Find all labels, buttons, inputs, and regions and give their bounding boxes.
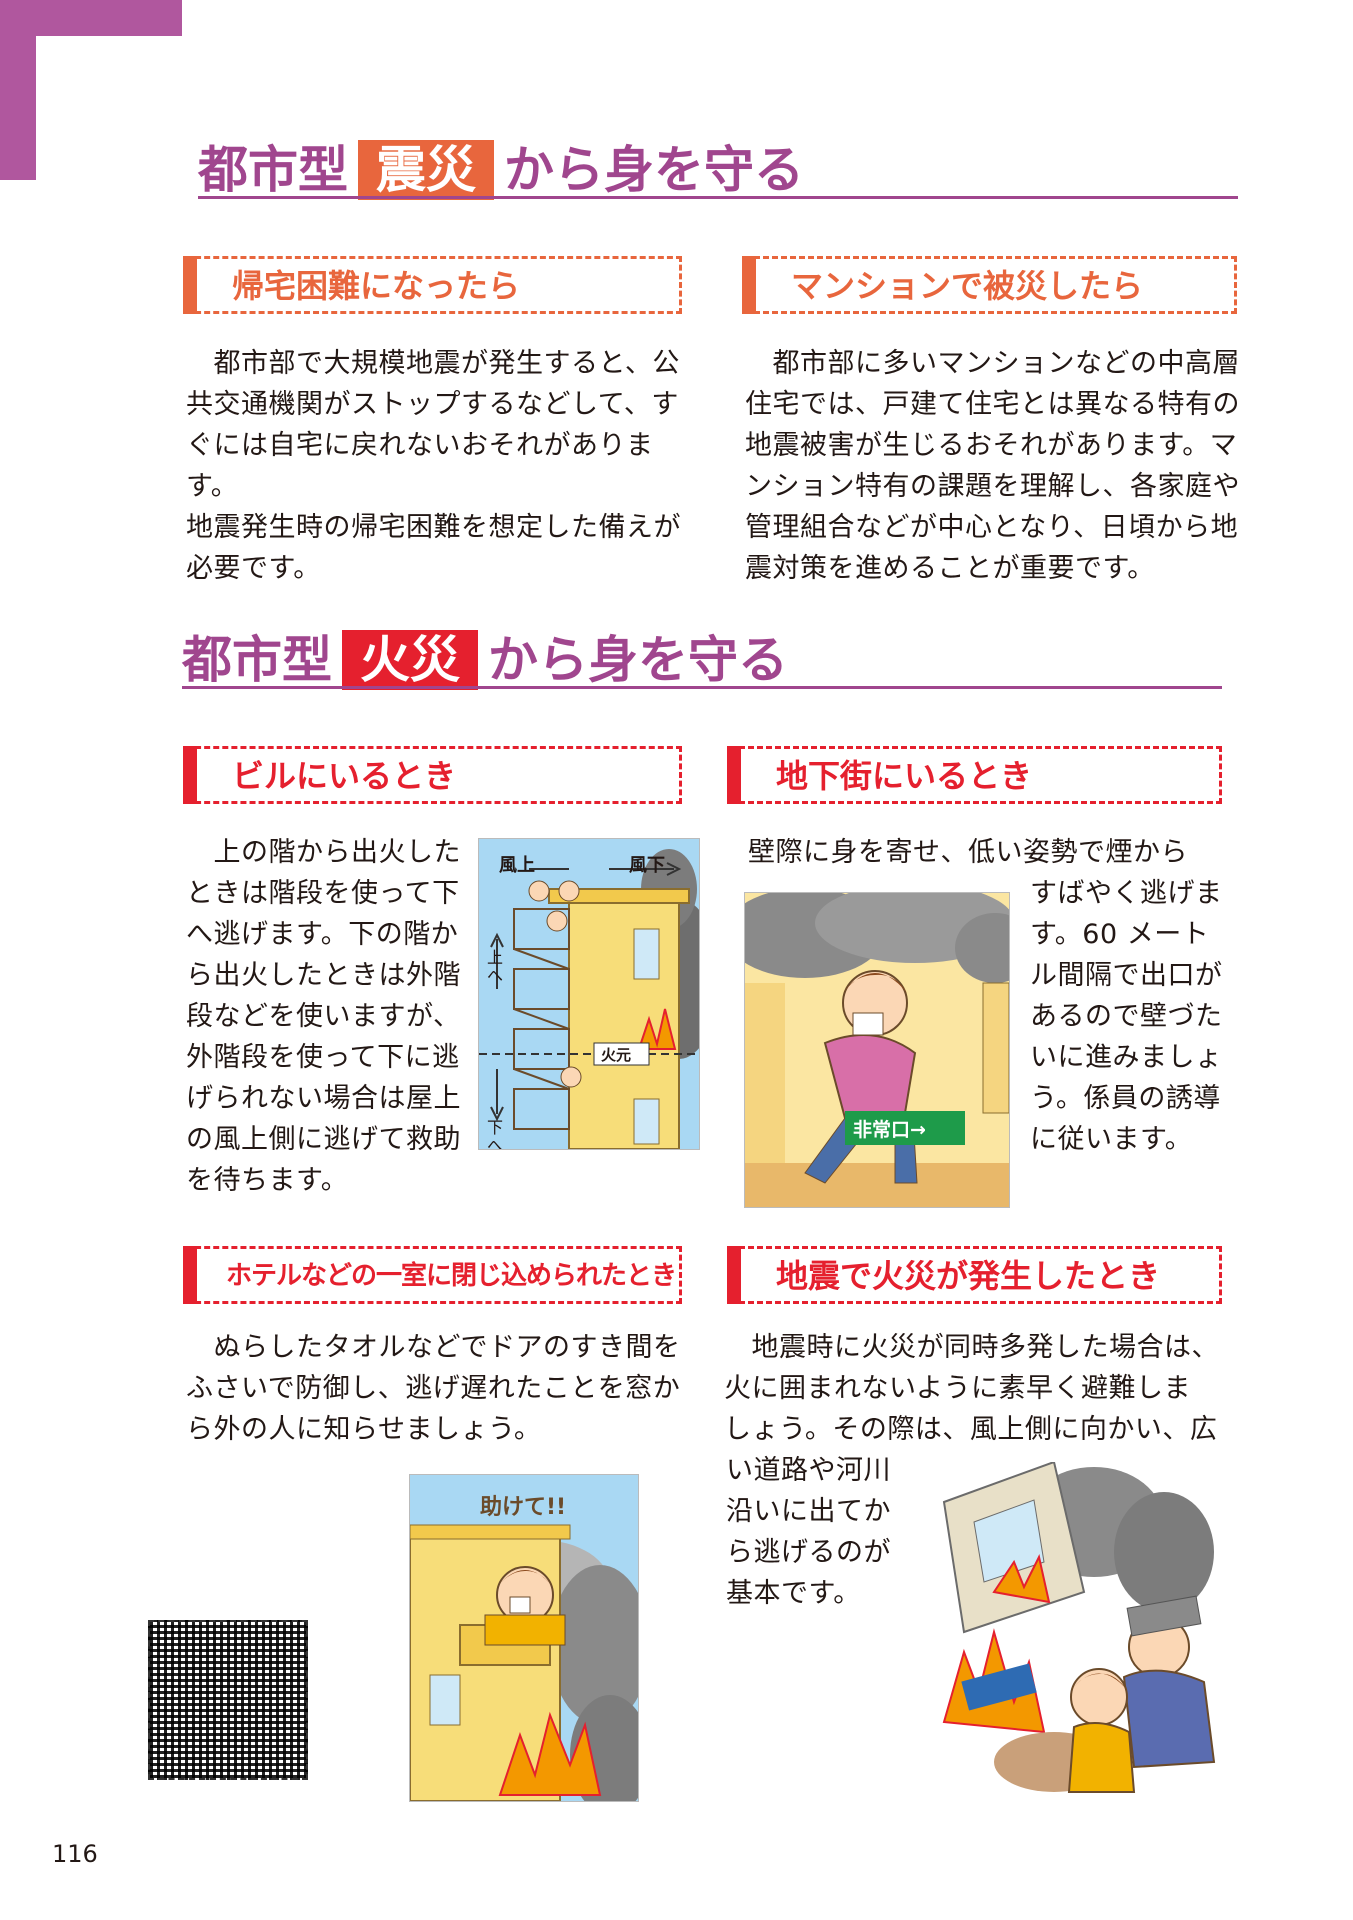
subheading-text: 帰宅困難になったら — [232, 267, 521, 305]
subheading-text: 地下街にいるとき — [776, 757, 1033, 795]
quake-fire-evacuation-illustration — [934, 1460, 1230, 1802]
text-line: ら外の人に知らせましょう。 — [186, 1414, 542, 1445]
text-line: 上の階から出火した — [186, 837, 461, 868]
text-line: あるので壁づた — [1030, 1001, 1223, 1032]
subheading-bar — [727, 746, 741, 804]
corner-mark-left — [0, 0, 36, 180]
text-line: すばやく逃げま — [1030, 878, 1223, 909]
text-line: げられない場合は屋上 — [186, 1083, 461, 1114]
section-title-highlight: 火災 — [342, 630, 478, 690]
text-line: 沿いに出てか — [726, 1496, 891, 1527]
subheading-text: ビルにいるとき — [232, 757, 457, 795]
subheading-bar — [727, 1246, 741, 1304]
underground-escape-illustration: 非常口→ — [744, 892, 1010, 1208]
text-line: う。係員の誘導 — [1030, 1083, 1221, 1114]
text-line: 地震被害が生じるおそれがあります。マ — [745, 430, 1238, 461]
text-mansion: 都市部に多いマンションなどの中高層 住宅では、戸建て住宅とは異なる特有の 地震被… — [745, 343, 1245, 589]
section-underline — [198, 196, 1238, 199]
text-line: 火に囲まれないように素早く避難しま — [724, 1373, 1191, 1404]
text-line: ぬらしたタオルなどでドアのすき間を — [186, 1332, 681, 1363]
text-line: いに進みましょ — [1030, 1042, 1223, 1073]
quake-fire-illustration-graphic — [942, 1460, 1216, 1793]
text-line: 管理組合などが中心となり、日頃から地 — [745, 512, 1239, 543]
subheading-bar — [183, 746, 197, 804]
page-number: 116 — [52, 1840, 98, 1868]
hotel-illustration-graphic — [410, 1524, 638, 1801]
text-line: 壁際に身を寄せ、低い姿勢で煙から — [748, 837, 1188, 868]
underground-illustration-graphic — [745, 893, 1009, 1207]
text-line: へ逃げます。下の階か — [186, 919, 459, 950]
windward-label: 風上 — [499, 855, 535, 876]
text-line: ぐには自宅に戻れないおそれがあります。 — [186, 430, 654, 502]
text-line: 住宅では、戸建て住宅とは異なる特有の — [745, 389, 1240, 420]
exit-sign-label: 非常口→ — [853, 1119, 926, 1141]
down-label: 下へ — [487, 1118, 504, 1150]
subheading-quake-fire: 地震で火災が発生したとき — [727, 1246, 1222, 1304]
section-title-quake: 都市型 震災 から身を守る — [198, 140, 804, 200]
text-line: 共交通機関がストップするなどして、す — [186, 389, 679, 420]
text-line: 必要です。 — [186, 553, 321, 584]
text-line: の風上側に逃げて救助 — [186, 1124, 461, 1155]
hotel-trapped-illustration: 助けて!! — [409, 1474, 639, 1802]
text-line: 外階段を使って下に逃 — [186, 1042, 460, 1073]
text-building: 上の階から出火した ときは階段を使って下 へ逃げます。下の階か ら出火したときは… — [186, 832, 476, 1201]
text-line: い道路や河川 — [726, 1455, 891, 1486]
subheading-bar — [183, 1246, 197, 1304]
subheading-underground: 地下街にいるとき — [727, 746, 1222, 804]
text-hotel: ぬらしたタオルなどでドアのすき間を ふさいで防御し、逃げ遅れたことを窓か ら外の… — [186, 1327, 696, 1450]
subheading-text: ホテルなどの一室に閉じ込められたとき — [226, 1261, 677, 1291]
section-underline — [182, 686, 1222, 689]
text-line: を待ちます。 — [186, 1165, 349, 1196]
section-title-suffix: から身を守る — [488, 631, 788, 689]
section-title-fire: 都市型 火災 から身を守る — [182, 630, 788, 690]
text-line: ル間隔で出口が — [1030, 960, 1223, 991]
section-title-suffix: から身を守る — [504, 141, 804, 199]
text-line: 震対策を進めることが重要です。 — [745, 553, 1155, 584]
help-callout: 助けて!! — [480, 1495, 567, 1520]
text-line: ンション特有の課題を理解し、各家庭や — [745, 471, 1240, 502]
fire-origin-label: 火元 — [601, 1046, 632, 1064]
section-title-prefix: 都市型 — [198, 141, 348, 199]
text-line: ら出火したときは外階 — [186, 960, 461, 991]
subheading-commute: 帰宅困難になったら — [183, 256, 682, 314]
subheading-mansion: マンションで被災したら — [742, 256, 1237, 314]
building-fire-illustration: 風上 風下 上へ 下へ 火元 — [478, 838, 700, 1150]
text-commute: 都市部で大規模地震が発生すると、公 共交通機関がストップするなどして、す ぐには… — [186, 343, 696, 589]
text-line: 地震発生時の帰宅困難を想定した備えが — [186, 512, 681, 543]
text-quake-fire-top: 地震時に火災が同時多発した場合は、 火に囲まれないように素早く避難しま しょう。… — [724, 1327, 1234, 1450]
text-line: 都市部に多いマンションなどの中高層 — [745, 348, 1240, 379]
building-illustration-graphic — [479, 849, 699, 1149]
subheading-text: 地震で火災が発生したとき — [776, 1257, 1161, 1295]
text-line: 基本です。 — [726, 1578, 861, 1609]
text-line: ら逃げるのが — [726, 1537, 891, 1568]
text-line: しょう。その際は、風上側に向かい、広 — [724, 1414, 1218, 1445]
subheading-text: マンションで被災したら — [791, 267, 1144, 305]
text-quake-fire-side: い道路や河川 沿いに出てか ら逃げるのが 基本です。 — [726, 1450, 916, 1614]
text-underground-top: 壁際に身を寄せ、低い姿勢で煙から — [748, 832, 1228, 873]
voice-code-icon — [148, 1620, 308, 1780]
text-line: ときは階段を使って下 — [186, 878, 460, 909]
leeward-label: 風下 — [629, 855, 665, 876]
text-underground-side: すばやく逃げま す。60 メート ル間隔で出口が あるので壁づた いに進みましょ… — [1030, 873, 1230, 1160]
subheading-hotel: ホテルなどの一室に閉じ込められたとき — [183, 1246, 682, 1304]
text-line: に従います。 — [1030, 1124, 1193, 1155]
text-line: 都市部で大規模地震が発生すると、公 — [186, 348, 680, 379]
subheading-bar — [183, 256, 197, 314]
text-line: 段などを使いますが、 — [186, 1001, 461, 1032]
text-line: ふさいで防御し、逃げ遅れたことを窓か — [186, 1373, 681, 1404]
text-line: 地震時に火災が同時多発した場合は、 — [724, 1332, 1219, 1363]
up-label: 上へ — [487, 948, 504, 985]
section-title-highlight: 震災 — [358, 140, 494, 200]
subheading-building: ビルにいるとき — [183, 746, 682, 804]
subheading-bar — [742, 256, 756, 314]
text-line: す。60 メート — [1030, 919, 1210, 950]
section-title-prefix: 都市型 — [182, 631, 332, 689]
